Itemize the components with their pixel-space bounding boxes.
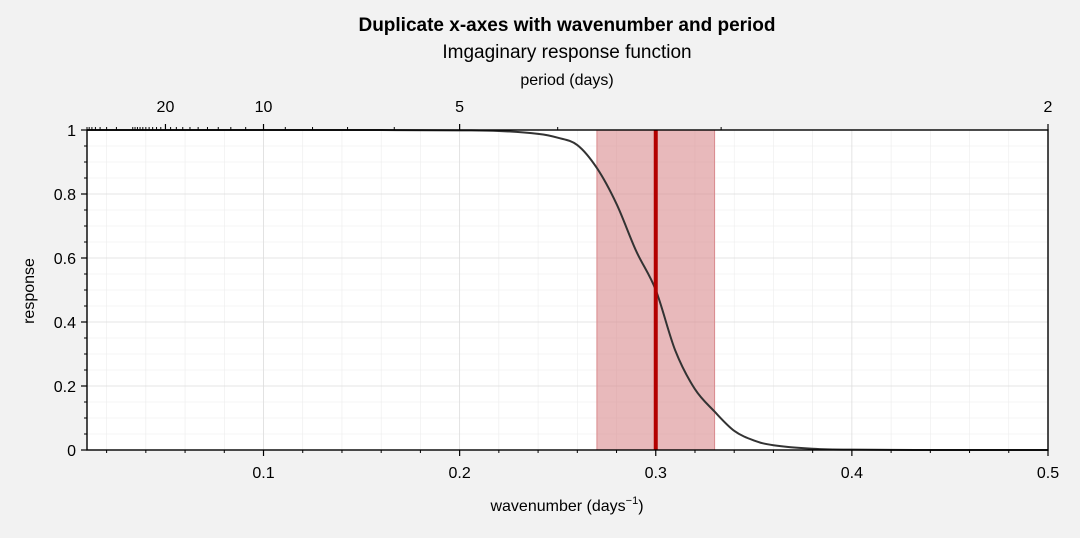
y-axis-label: response (21, 258, 38, 324)
x-tick-label: 0.5 (1037, 465, 1059, 482)
x-tick-label: 0.2 (449, 465, 471, 482)
top-tick-label: 5 (455, 99, 464, 116)
x-axis-label: wavenumber (days−1) (489, 495, 643, 515)
chart-subtitle: Imgaginary response function (442, 42, 691, 63)
x-axis-label-close: ) (638, 498, 643, 515)
y-tick-label: 0.6 (54, 251, 76, 268)
x-tick-label: 0.4 (841, 465, 863, 482)
y-tick-label: 0.4 (54, 315, 76, 332)
x-tick-label: 0.1 (252, 465, 274, 482)
chart-title: Duplicate x-axes with wavenumber and per… (358, 15, 775, 36)
y-tick-label: 1 (67, 123, 76, 140)
y-tick-label: 0 (67, 443, 76, 460)
y-tick-label: 0.8 (54, 187, 76, 204)
grid (87, 129, 1049, 451)
top-tick-label: 20 (157, 99, 175, 116)
top-axis-label: period (days) (520, 72, 613, 89)
x-axis-label-exponent: −1 (626, 495, 639, 507)
y-tick-label: 0.2 (54, 379, 76, 396)
top-tick-label: 2 (1044, 99, 1053, 116)
x-tick-label: 0.3 (645, 465, 667, 482)
top-tick-label: 10 (255, 99, 273, 116)
ticks: 0.1 0.2 0.3 0.4 0.5 0 0.2 0.4 0.6 0.8 1 20 10 5 2 (54, 99, 1059, 482)
